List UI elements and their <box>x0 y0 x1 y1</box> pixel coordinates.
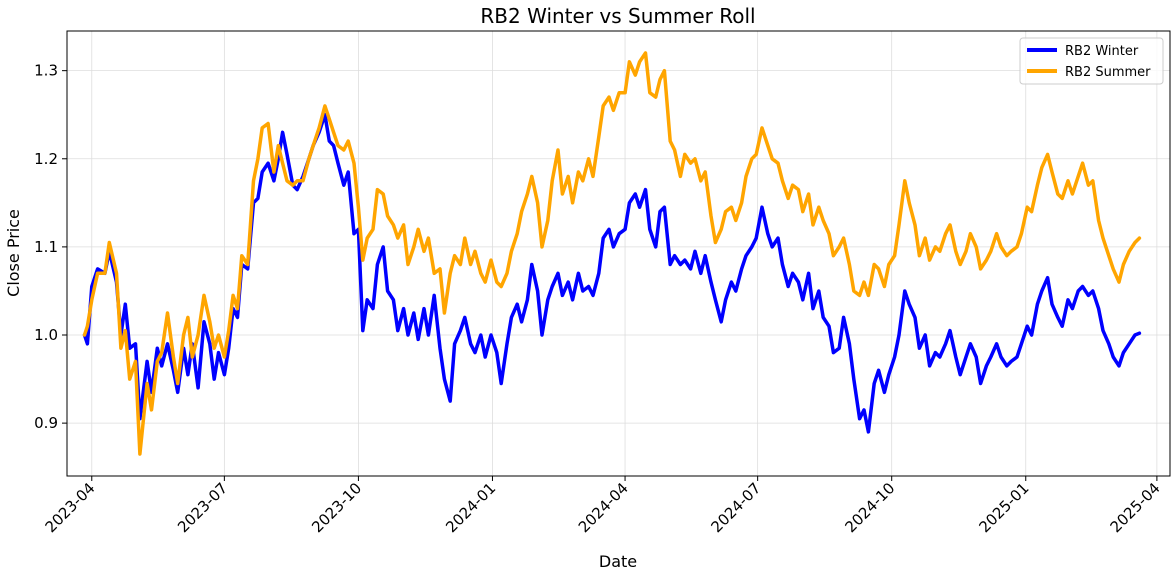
legend-label-winter: RB2 Winter <box>1065 44 1139 59</box>
series-lines <box>82 51 1142 456</box>
plot-frame <box>66 30 1171 477</box>
y-tick-label: 0.9 <box>34 414 58 432</box>
y-axis-label: Close Price <box>4 209 23 297</box>
series-line-rb2-summer <box>82 51 1142 456</box>
y-tick-label: 1.3 <box>34 62 58 80</box>
series-line-rb2-winter <box>82 112 1142 434</box>
legend: RB2 Winter RB2 Summer <box>1019 37 1164 85</box>
y-tick-label: 1.1 <box>34 238 58 256</box>
legend-label-summer: RB2 Summer <box>1065 65 1151 80</box>
y-tick-label: 1.0 <box>34 326 58 344</box>
x-axis-label: Date <box>599 552 637 571</box>
y-tick-label: 1.2 <box>34 150 58 168</box>
chart-title: RB2 Winter vs Summer Roll <box>480 4 755 28</box>
